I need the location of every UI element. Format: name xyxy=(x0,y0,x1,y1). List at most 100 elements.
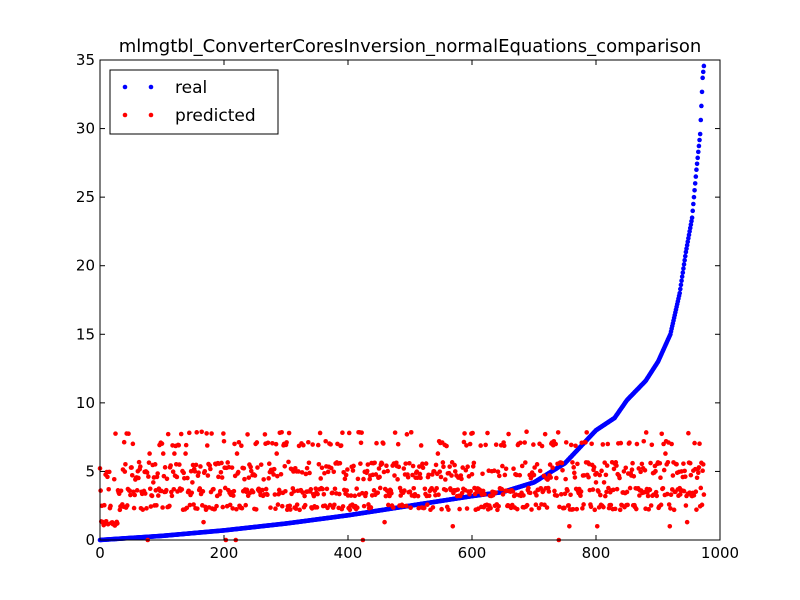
predicted-point xyxy=(129,472,135,478)
predicted-point xyxy=(324,486,330,492)
predicted-point xyxy=(361,476,366,482)
real-point xyxy=(700,69,706,75)
predicted-point xyxy=(106,486,111,492)
predicted-point xyxy=(185,475,190,481)
predicted-point xyxy=(297,507,302,513)
predicted-point xyxy=(578,493,583,499)
predicted-point xyxy=(385,468,390,474)
predicted-point xyxy=(268,505,273,510)
predicted-point xyxy=(107,469,112,475)
predicted-point xyxy=(142,491,148,496)
real-point xyxy=(684,246,689,251)
real-point xyxy=(677,290,682,296)
predicted-point xyxy=(441,464,446,470)
predicted-point xyxy=(521,493,526,498)
predicted-point xyxy=(671,507,677,513)
predicted-point xyxy=(275,473,280,479)
predicted-point xyxy=(643,430,649,435)
predicted-point xyxy=(320,486,325,492)
predicted-point xyxy=(524,502,530,508)
predicted-point xyxy=(688,472,694,478)
predicted-point xyxy=(495,469,501,474)
predicted-point xyxy=(190,480,195,485)
x-tick-label: 200 xyxy=(210,544,239,562)
predicted-point xyxy=(136,459,142,465)
predicted-point xyxy=(118,488,124,494)
predicted-point xyxy=(284,440,289,445)
predicted-point xyxy=(316,461,322,467)
predicted-point xyxy=(313,486,319,491)
predicted-point xyxy=(193,462,199,468)
predicted-point xyxy=(225,460,231,465)
predicted-point xyxy=(699,502,705,508)
predicted-point xyxy=(355,476,361,482)
predicted-point xyxy=(589,441,594,447)
predicted-point xyxy=(647,487,653,493)
predicted-point xyxy=(426,472,431,478)
predicted-point xyxy=(631,474,637,479)
predicted-point xyxy=(483,442,488,448)
predicted-point xyxy=(392,430,398,435)
predicted-point xyxy=(219,460,224,466)
predicted-point xyxy=(179,487,185,492)
predicted-point xyxy=(169,493,175,499)
predicted-point xyxy=(467,441,473,447)
predicted-point xyxy=(562,491,568,497)
predicted-point xyxy=(196,470,201,475)
predicted-point xyxy=(684,519,690,525)
predicted-point xyxy=(694,475,700,481)
predicted-point xyxy=(373,472,379,477)
predicted-point xyxy=(617,475,622,481)
predicted-point xyxy=(172,451,177,456)
predicted-point xyxy=(570,506,576,512)
predicted-point xyxy=(567,523,572,529)
predicted-point xyxy=(580,506,585,511)
predicted-point xyxy=(328,465,334,471)
predicted-point xyxy=(407,489,413,495)
predicted-point xyxy=(340,504,346,509)
predicted-point xyxy=(328,442,333,447)
legend: real predicted xyxy=(109,69,279,135)
predicted-point xyxy=(592,507,598,513)
predicted-point xyxy=(701,492,707,497)
predicted-point xyxy=(443,477,448,482)
predicted-point xyxy=(136,475,141,481)
predicted-point xyxy=(617,507,623,513)
predicted-point xyxy=(265,492,270,497)
predicted-point xyxy=(571,465,576,470)
predicted-point xyxy=(174,474,180,480)
predicted-point xyxy=(304,465,310,471)
x-tick-label: 600 xyxy=(458,544,487,562)
predicted-point xyxy=(547,462,553,467)
predicted-point xyxy=(519,463,525,469)
predicted-point xyxy=(204,443,210,448)
predicted-point xyxy=(244,487,250,493)
real-point xyxy=(687,229,692,234)
predicted-point xyxy=(361,503,367,509)
predicted-point xyxy=(325,469,331,475)
predicted-point xyxy=(250,489,256,495)
predicted-point xyxy=(306,439,311,445)
predicted-point xyxy=(265,440,271,446)
y-tick-label: 30 xyxy=(76,120,95,138)
predicted-point xyxy=(537,468,543,474)
predicted-point xyxy=(138,464,143,469)
predicted-point xyxy=(539,443,545,449)
predicted-point xyxy=(593,480,599,485)
predicted-point xyxy=(697,441,702,446)
predicted-point xyxy=(568,492,573,498)
predicted-point xyxy=(658,475,663,480)
predicted-point xyxy=(665,491,670,497)
predicted-point xyxy=(168,463,173,468)
predicted-point xyxy=(365,462,371,467)
predicted-point xyxy=(211,486,216,492)
predicted-point xyxy=(364,468,370,474)
predicted-point xyxy=(586,474,591,480)
predicted-point xyxy=(560,467,565,473)
predicted-point xyxy=(128,492,133,498)
predicted-point xyxy=(374,440,379,446)
predicted-point xyxy=(581,502,586,507)
predicted-point xyxy=(575,461,580,467)
predicted-point xyxy=(641,438,647,444)
predicted-point xyxy=(122,469,128,474)
